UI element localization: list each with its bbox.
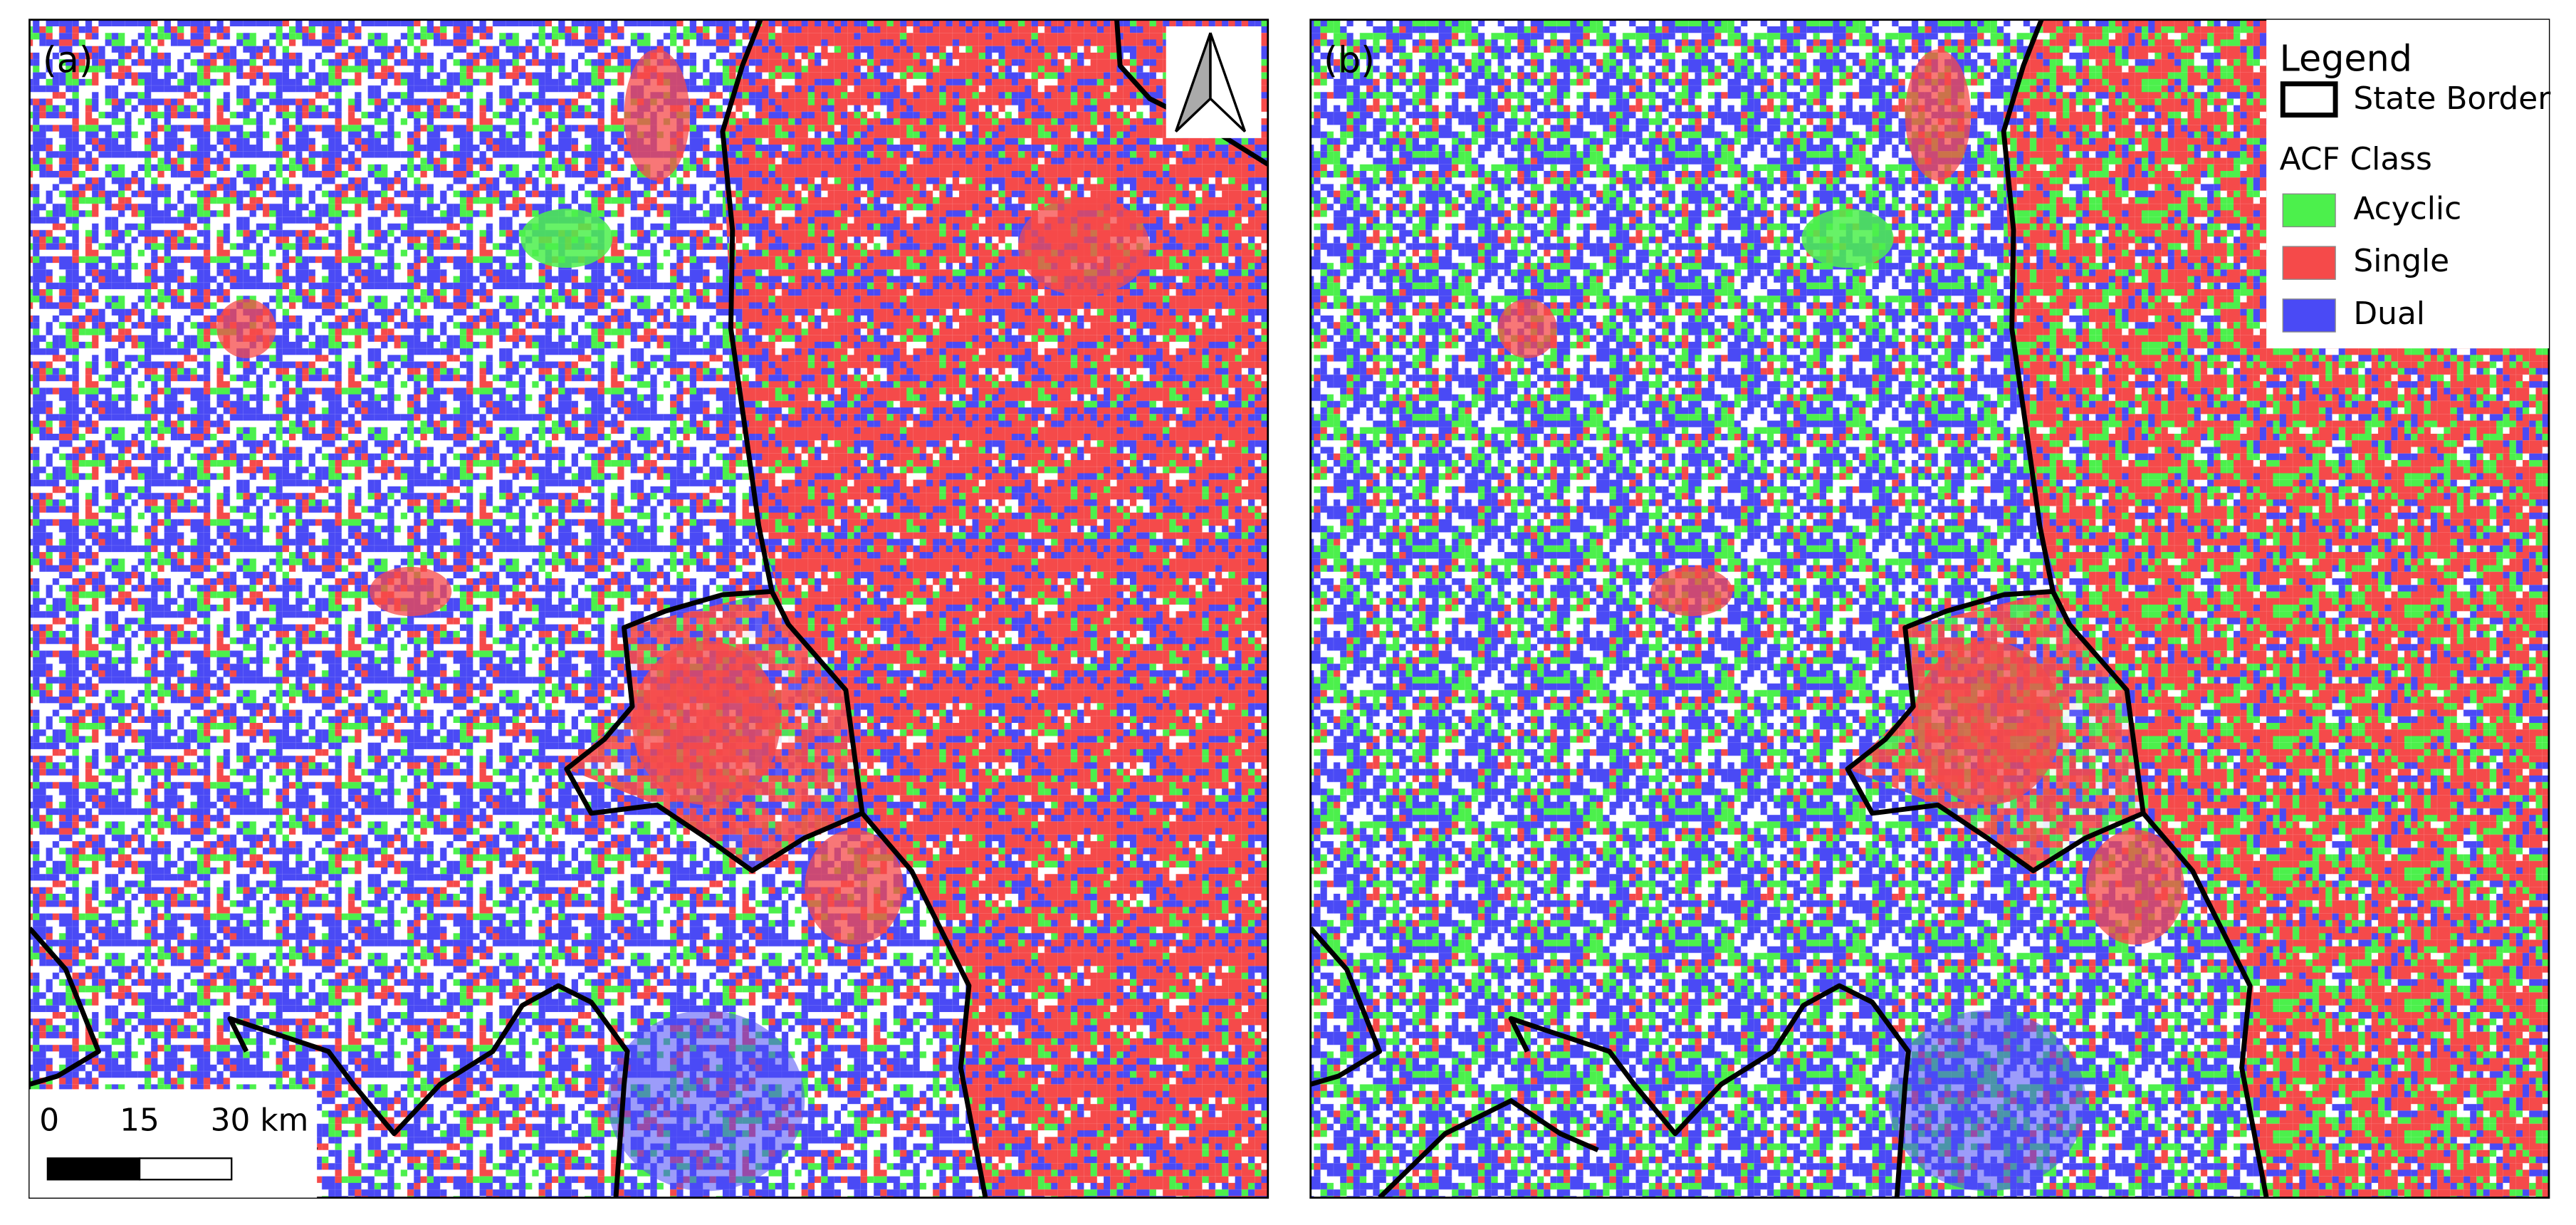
legend-border-swatch <box>2280 81 2338 118</box>
map-raster <box>1913 640 2061 806</box>
north-arrow <box>1166 26 1262 138</box>
legend-label: Single <box>2353 243 2449 279</box>
map-raster <box>1497 298 1557 358</box>
legend-swatch <box>2282 298 2336 333</box>
scale-bar: 0 15 30 km <box>29 1089 318 1198</box>
map-raster <box>607 1010 805 1192</box>
panel-label: (a) <box>43 39 93 81</box>
legend-subtitle: ACF Class <box>2280 141 2432 177</box>
scale-label: 15 <box>120 1102 159 1139</box>
map-raster <box>722 19 1268 1198</box>
legend-label: State Border <box>2353 80 2551 117</box>
legend-swatch <box>2282 246 2336 280</box>
map-raster <box>1650 566 1733 617</box>
panel-label: (b) <box>1324 39 1375 81</box>
legend-title: Legend <box>2280 37 2412 79</box>
map-panel <box>29 19 1268 1198</box>
map-raster <box>805 829 904 945</box>
legend-swatch <box>2282 193 2336 228</box>
map-raster <box>2085 829 2184 945</box>
scale-label: 0 <box>39 1102 59 1139</box>
panel-frame <box>28 19 1269 1199</box>
map-raster <box>1905 49 1971 181</box>
map-raster <box>369 566 452 617</box>
map-raster <box>216 298 276 358</box>
map-raster <box>1801 209 1894 269</box>
map-raster <box>624 49 690 181</box>
legend-label: Acyclic <box>2353 190 2461 226</box>
scale-label: 30 km <box>211 1102 309 1139</box>
legend-label: Dual <box>2353 296 2425 332</box>
panel-frame <box>1309 19 2550 1199</box>
map-raster <box>632 640 780 806</box>
legend: Legend State Border ACF Class Acyclic Sin… <box>2266 19 2551 349</box>
map-raster <box>1018 197 1150 296</box>
map-raster <box>1888 1010 2086 1192</box>
map-raster <box>520 209 613 269</box>
